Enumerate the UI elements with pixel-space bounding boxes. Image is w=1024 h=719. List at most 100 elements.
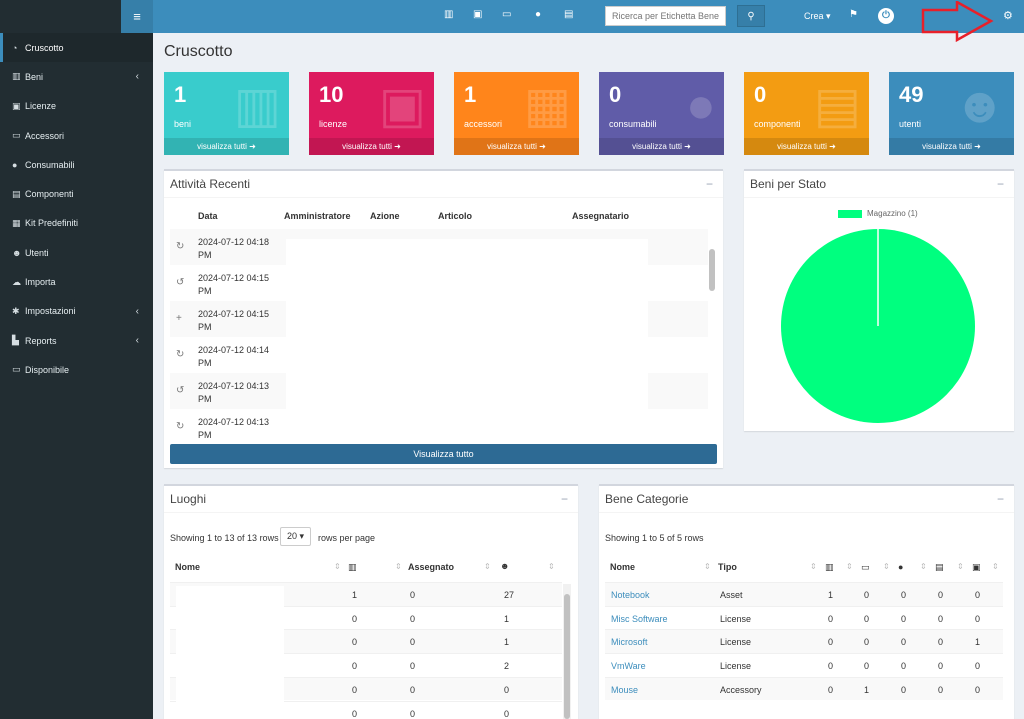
summary-tile-beni[interactable]: 1 beni ▥ visualizza tutti ➜ xyxy=(164,72,289,155)
users-col-icon[interactable]: ☻ xyxy=(500,561,510,571)
components-col-icon[interactable]: ▤ xyxy=(935,562,944,572)
table-row[interactable]: 0 0 0 xyxy=(170,700,562,719)
col-header-name[interactable]: Nome xyxy=(610,562,636,572)
barcode-icon: ▥ xyxy=(233,77,281,133)
scrollbar[interactable] xyxy=(708,239,716,437)
summary-tile-utenti[interactable]: 49 utenti ☻ visualizza tutti ➜ xyxy=(889,72,1014,155)
sort-icon[interactable]: ⇕ xyxy=(846,562,853,571)
col-header-type[interactable]: Tipo xyxy=(718,562,737,572)
summary-tile-licenze[interactable]: 10 licenze ▣ visualizza tutti ➜ xyxy=(309,72,434,155)
user-count: 2 xyxy=(504,661,510,672)
drop-icon[interactable]: ● xyxy=(535,9,542,20)
category-link[interactable]: Mouse xyxy=(611,684,639,695)
cogs-icon[interactable]: ⚙ xyxy=(1003,10,1013,22)
user-count: 1 xyxy=(504,613,510,624)
sort-icon[interactable]: ⇕ xyxy=(992,562,999,571)
sidebar-item-consumabili[interactable]: ● Consumabili xyxy=(0,150,153,179)
undo-icon: ↺ xyxy=(176,277,185,288)
view-all-link[interactable]: visualizza tutti ➜ xyxy=(599,138,724,155)
tile-label: consumabili xyxy=(609,119,657,129)
category-count: 0 xyxy=(975,613,981,624)
view-all-link[interactable]: visualizza tutti ➜ xyxy=(309,138,434,155)
sort-icon[interactable]: ⇕ xyxy=(484,562,491,571)
category-count: 0 xyxy=(938,684,944,695)
locations-title: Luoghi xyxy=(170,492,207,506)
category-type: License xyxy=(720,637,752,648)
sidebar-item-utenti[interactable]: ☻ Utenti xyxy=(0,238,153,267)
save-icon[interactable]: ▣ xyxy=(473,9,483,20)
sidebar-brand: ≡ xyxy=(0,0,153,33)
sidebar-item-licenze[interactable]: ▣ Licenze xyxy=(0,92,153,121)
power-icon[interactable]: ⏻ xyxy=(878,8,894,24)
table-row[interactable]: 0 0 1 xyxy=(170,605,562,630)
category-link[interactable]: Misc Software xyxy=(611,613,668,624)
collapse-button[interactable]: − xyxy=(996,177,1004,191)
sidebar-item-componenti[interactable]: ▤ Componenti xyxy=(0,179,153,208)
scrollbar[interactable] xyxy=(563,584,571,719)
view-all-button[interactable]: Visualizza tutto xyxy=(170,444,717,464)
sort-icon[interactable]: ⇕ xyxy=(548,562,555,571)
view-all-link[interactable]: visualizza tutti ➜ xyxy=(889,138,1014,155)
sort-icon[interactable]: ⇕ xyxy=(395,562,402,571)
assets-col-icon[interactable]: ▥ xyxy=(825,562,834,572)
table-row[interactable]: Notebook Asset 1 0 0 0 0 xyxy=(605,582,1003,606)
col-header-assigned[interactable]: Assegnato xyxy=(408,562,455,572)
col-header-assignee[interactable]: Assegnatario xyxy=(572,211,630,221)
summary-tile-componenti[interactable]: 0 componenti ▤ visualizza tutti ➜ xyxy=(744,72,869,155)
licenses-col-icon[interactable]: ▣ xyxy=(972,562,981,572)
sort-icon[interactable]: ⇕ xyxy=(704,562,711,571)
collapse-button[interactable]: − xyxy=(705,177,713,191)
category-link[interactable]: Notebook xyxy=(611,590,650,600)
sidebar-item-reports[interactable]: ▙ Reports ‹ xyxy=(0,326,153,355)
keyboard-icon[interactable]: ▭ xyxy=(502,9,512,20)
sort-icon[interactable]: ⇕ xyxy=(920,562,927,571)
sidebar-item-cruscotto[interactable]: ◔ Cruscotto xyxy=(0,33,153,63)
hdd-icon[interactable]: ▤ xyxy=(564,9,574,20)
view-all-link[interactable]: visualizza tutti ➜ xyxy=(744,138,869,155)
sidebar-toggle-button[interactable]: ≡ xyxy=(121,0,153,33)
sidebar-item-importa[interactable]: ☁ Importa xyxy=(0,267,153,296)
hdd-icon: ▤ xyxy=(813,77,861,133)
sidebar-item-disponibile[interactable]: ▭ Disponibile xyxy=(0,355,153,384)
flag-icon[interactable]: ⚑ xyxy=(849,9,858,20)
legend-label[interactable]: Magazzino (1) xyxy=(867,209,918,218)
save-icon: ▣ xyxy=(12,100,21,111)
table-row[interactable]: 0 0 2 xyxy=(170,653,562,677)
accessories-col-icon[interactable]: ▭ xyxy=(861,562,870,572)
category-link[interactable]: VmWare xyxy=(611,661,646,672)
col-header-name[interactable]: Nome xyxy=(175,562,201,572)
sidebar-item-kit-predefiniti[interactable]: ▦ Kit Predefiniti xyxy=(0,209,153,238)
category-count: 1 xyxy=(828,590,834,600)
col-header-item[interactable]: Articolo xyxy=(438,211,473,221)
collapse-button[interactable]: − xyxy=(560,492,568,506)
sort-icon[interactable]: ⇕ xyxy=(334,562,341,571)
summary-tile-consumabili[interactable]: 0 consumabili ● visualizza tutti ➜ xyxy=(599,72,724,155)
view-all-link[interactable]: visualizza tutti ➜ xyxy=(164,138,289,155)
col-header-action[interactable]: Azione xyxy=(370,211,400,221)
summary-tile-accessori[interactable]: 1 accessori ▦ visualizza tutti ➜ xyxy=(454,72,579,155)
users-icon: ☻ xyxy=(12,247,22,258)
table-row[interactable]: VmWare License 0 0 0 0 0 xyxy=(605,653,1003,677)
sort-icon[interactable]: ⇕ xyxy=(957,562,964,571)
table-row[interactable]: Misc Software License 0 0 0 0 0 xyxy=(605,605,1003,630)
col-header-admin[interactable]: Amministratore xyxy=(284,211,351,221)
assets-col-icon[interactable]: ▥ xyxy=(348,562,357,572)
col-header-date[interactable]: Data xyxy=(198,211,218,221)
search-button[interactable]: ⚲ xyxy=(737,5,765,27)
sidebar-item-beni[interactable]: ▥ Beni ‹ xyxy=(0,62,153,91)
consumables-col-icon[interactable]: ● xyxy=(898,562,904,572)
collapse-button[interactable]: − xyxy=(996,492,1004,506)
table-row[interactable]: Microsoft License 0 0 0 0 1 xyxy=(605,629,1003,653)
barcode-icon[interactable]: ▥ xyxy=(444,9,454,20)
sort-icon[interactable]: ⇕ xyxy=(810,562,817,571)
sidebar-item-accessori[interactable]: ▭ Accessori xyxy=(0,121,153,150)
categories-title: Bene Categorie xyxy=(605,492,689,506)
view-all-link[interactable]: visualizza tutti ➜ xyxy=(454,138,579,155)
sort-icon[interactable]: ⇕ xyxy=(883,562,890,571)
table-row[interactable]: Mouse Accessory 0 1 0 0 0 xyxy=(605,676,1003,701)
page-size-select[interactable]: 20 ▾ xyxy=(280,527,312,546)
search-input[interactable] xyxy=(605,6,726,26)
category-link[interactable]: Microsoft xyxy=(611,637,648,648)
create-menu-button[interactable]: Crea ▾ xyxy=(804,11,831,21)
sidebar-item-impostazioni[interactable]: ✱ Impostazioni ‹ xyxy=(0,297,153,326)
